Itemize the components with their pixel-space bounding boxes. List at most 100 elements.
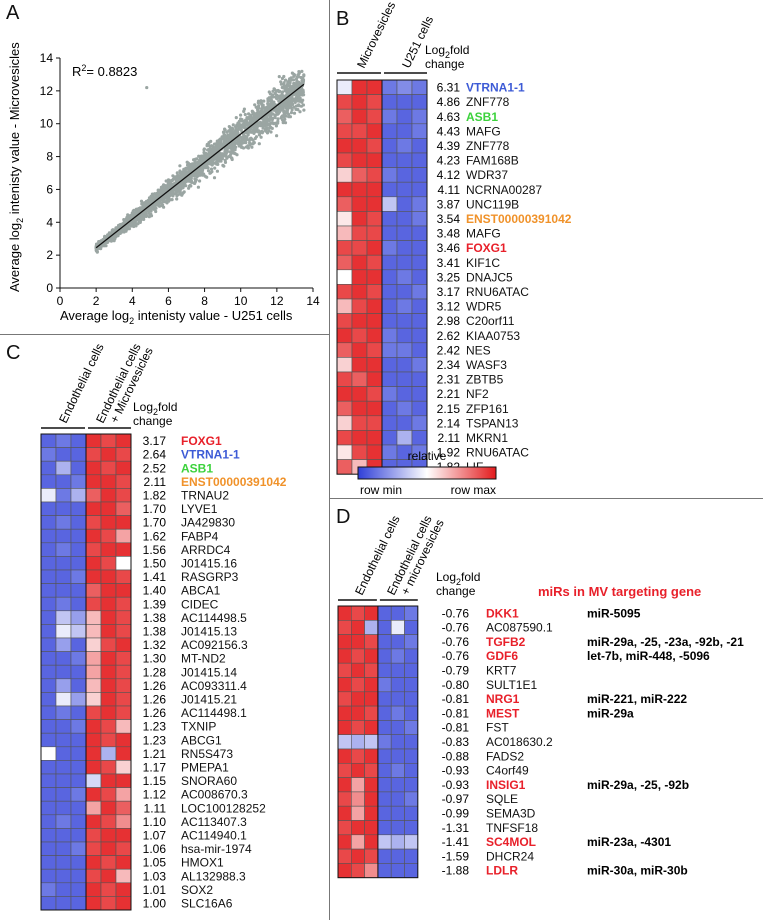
scatter-point [198, 179, 202, 183]
heatmap-cell [55, 474, 72, 489]
heatmap-cell [390, 634, 405, 650]
heatmap-cell [55, 732, 72, 748]
scatter-point [282, 82, 286, 86]
heatmap-cell [351, 371, 368, 387]
scatter-point [251, 118, 255, 122]
scatter-point [222, 164, 226, 168]
heatmap-cell [115, 651, 132, 666]
heatmap-cell [100, 719, 117, 734]
fold-change-value: -0.97 [442, 792, 470, 806]
heatmap-cell [70, 664, 87, 680]
gene-name: AC008670.3 [181, 788, 248, 802]
scatter-point [233, 133, 237, 137]
heatmap-cell [366, 196, 383, 212]
heatmap-cell [70, 569, 87, 584]
x-axis-label: Average log2 intenisty value - U251 cell… [60, 308, 293, 326]
fold-change-value: -0.80 [442, 678, 470, 692]
gene-name: SOX2 [181, 883, 213, 897]
fold-change-value: 1.05 [143, 856, 167, 870]
heatmap-cell [404, 748, 419, 764]
scatter-point [219, 159, 223, 163]
heatmap-cell [336, 181, 353, 198]
heatmap-cell [55, 800, 72, 816]
heatmap-cell [411, 313, 428, 329]
heatmap-cell [40, 624, 57, 639]
heatmap-cell [337, 605, 352, 621]
heatmap-cell [366, 386, 383, 402]
scatter-point [181, 186, 185, 190]
heatmap-cell [100, 515, 117, 530]
scatter-point [277, 75, 281, 79]
heatmap-cell [40, 692, 57, 707]
fold-change-value: -1.59 [442, 849, 470, 863]
color-legend: relative row min row max [357, 449, 497, 497]
heatmap-cell [351, 181, 368, 198]
y-tick-label: 6 [46, 182, 53, 196]
heatmap-cell [70, 637, 87, 652]
heatmap-cell [55, 814, 72, 829]
heatmap-cell [336, 415, 353, 431]
scatter-point [236, 131, 240, 135]
scatter-point [223, 128, 227, 132]
heatmap-cell [351, 400, 368, 417]
heatmap-cell [336, 94, 353, 110]
fold-change-value: -0.79 [442, 664, 470, 678]
scatter-point [202, 147, 206, 151]
heatmap-cell [337, 691, 352, 707]
scatter-point [291, 84, 295, 88]
heatmap-cell [115, 556, 132, 571]
heatmap-cell [351, 444, 368, 460]
heatmap-cell [366, 138, 383, 154]
heatmap-cell [55, 637, 72, 652]
gene-name: TRNAU2 [181, 489, 229, 503]
gene-name: TSPAN13 [466, 416, 519, 430]
heatmap-cell [377, 605, 392, 621]
heatmap-cell [336, 444, 353, 460]
heatmap-cell [115, 882, 132, 897]
scatter-point [178, 169, 182, 173]
scatter-point [131, 209, 135, 213]
heatmap-cell [100, 773, 117, 788]
heatmap-cell [115, 760, 132, 775]
heatmap-cell [100, 460, 117, 476]
heatmap-cell [366, 298, 383, 314]
heatmap-cell [404, 834, 419, 850]
heatmap-cell [337, 662, 352, 678]
fold-change-value: 6.31 [437, 81, 461, 95]
scatter-point [250, 137, 254, 141]
heatmap-cell [350, 762, 365, 778]
heatmap-cell [396, 123, 413, 139]
scatter-point [237, 123, 241, 127]
heatmap-cell [396, 430, 413, 446]
panel-c-letter: C [6, 342, 21, 364]
heatmap-cell [70, 678, 87, 693]
heatmap-cell [115, 719, 132, 734]
heatmap-cell [40, 760, 57, 775]
gene-name: AC114498.5 [181, 611, 247, 625]
heatmap-cell [115, 583, 132, 598]
heatmap-cell [411, 415, 428, 431]
scatter-point [280, 85, 284, 90]
scatter-point [240, 123, 244, 127]
heatmap-cell [381, 240, 398, 256]
scatter-point [189, 179, 193, 183]
scatter-point [230, 150, 235, 154]
scatter-point [144, 199, 149, 203]
x-tick-label: 4 [129, 294, 136, 308]
scatter-point [256, 101, 260, 105]
scatter-point [160, 197, 165, 201]
heatmap-cell [381, 342, 398, 358]
heatmap-cell [366, 327, 383, 344]
fold-change-header-2: change [436, 584, 476, 598]
heatmap-cell [351, 415, 368, 431]
fold-change-value: 1.10 [143, 815, 167, 829]
scatter-point [246, 117, 250, 121]
heatmap-cell [85, 569, 102, 584]
scatter-point [292, 105, 296, 109]
heatmap-cell [390, 605, 405, 621]
fold-change-value: -0.76 [442, 621, 470, 635]
heatmap-cell [115, 515, 132, 530]
heatmap-cell [100, 664, 117, 680]
y-tick-label: 14 [40, 51, 54, 65]
heatmap-cell [381, 123, 398, 139]
